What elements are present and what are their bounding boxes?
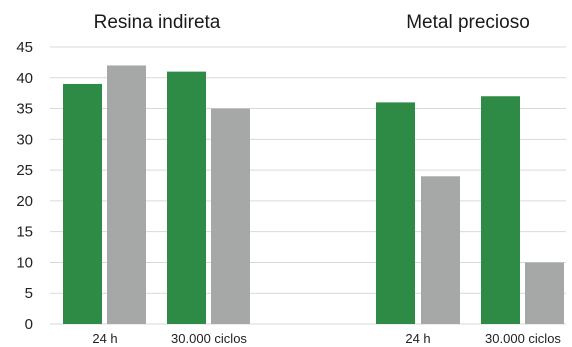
bar-green [63,83,102,324]
y-tick-label: 15 [16,224,33,241]
y-tick-label: 10 [16,254,33,271]
bar-green [167,71,206,324]
y-tick-label: 35 [16,101,33,118]
y-tick-label: 20 [16,193,33,210]
y-tick-label: 40 [16,70,33,87]
x-tick-label: 24 h [405,331,430,346]
y-tick-label: 30 [16,131,33,148]
group-titles: Resina indireta Metal precioso [94,12,530,33]
bar-gray [211,108,250,324]
y-tick-label: 5 [25,285,33,302]
bar-green [481,96,520,324]
y-tick-label: 0 [25,316,33,333]
x-tick-label: 24 h [92,331,117,346]
y-axis: 0 5 10 15 20 25 30 35 40 45 [16,39,33,333]
bar-green [376,102,415,325]
y-tick-label: 25 [16,162,33,179]
x-axis: 24 h 30.000 ciclos 24 h 30.000 ciclos [92,331,561,346]
bars [63,65,564,325]
bar-gray [107,65,146,324]
bar-gray [421,176,460,324]
x-tick-label: 30.000 ciclos [485,331,561,346]
x-tick-label: 30.000 ciclos [171,331,247,346]
group-title: Resina indireta [94,12,221,33]
group-title: Metal precioso [406,12,530,33]
y-tick-label: 45 [16,39,33,56]
bar-gray [525,262,564,324]
